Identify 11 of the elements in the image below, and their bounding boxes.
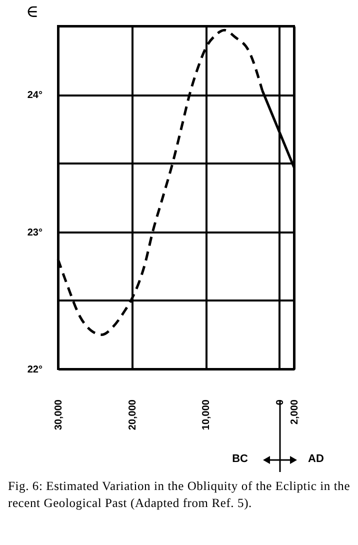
x-tick-label: 10,000 <box>201 399 212 430</box>
y-tick-label: 22° <box>27 364 42 376</box>
y-axis-title: ∈ <box>26 2 39 22</box>
y-tick-label: 24° <box>27 90 42 102</box>
text: AD <box>308 453 324 465</box>
x-tick-label: 20,000 <box>127 399 138 430</box>
text: Fig. 6: Estimated Variation in the Obliquity of the Ecliptic in the recent Geological Past (Adapted from Ref. 5). <box>8 478 352 512</box>
x-tick-label: 30,000 <box>54 399 64 430</box>
y-tick-label: 23° <box>27 227 42 238</box>
text: BC <box>232 453 248 465</box>
x-tick-label: 2,000 <box>290 399 300 425</box>
